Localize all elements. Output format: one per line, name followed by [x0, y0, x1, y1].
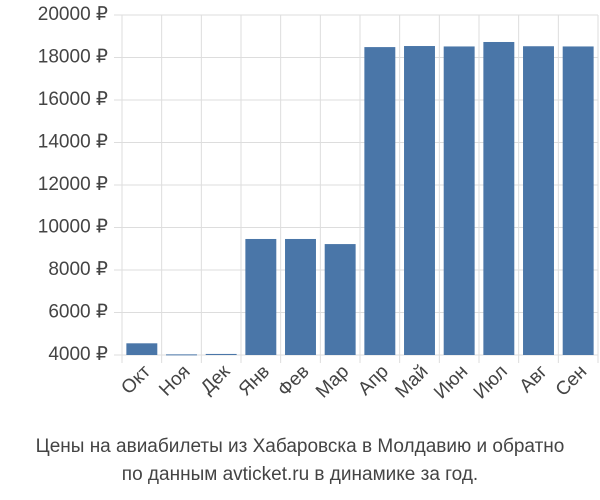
y-tick-label: 20000 ₽ — [38, 4, 108, 25]
y-tick-label: 8000 ₽ — [48, 259, 108, 280]
x-tick-label: Апр — [354, 361, 393, 400]
x-tick-label: Авг — [516, 361, 552, 397]
bar — [404, 46, 435, 356]
chart-title: по данным avticket.ru в динамике за год. — [122, 464, 478, 485]
x-tick-label: Фев — [274, 361, 314, 401]
x-tick-label: Янв — [235, 361, 274, 400]
bar — [443, 46, 475, 355]
x-tick-label: Сен — [552, 361, 591, 400]
y-tick-label: 12000 ₽ — [38, 174, 108, 195]
bar — [562, 46, 594, 355]
x-tick-label: Ноя — [155, 361, 194, 400]
x-tick-label: Июн — [430, 361, 472, 403]
y-tick-label: 4000 ₽ — [48, 344, 108, 365]
x-tick-label: Июл — [470, 361, 512, 403]
y-tick-label: 10000 ₽ — [38, 217, 108, 238]
x-tick-label: Мар — [312, 361, 353, 402]
y-tick-label: 16000 ₽ — [38, 89, 108, 110]
bar — [126, 343, 158, 355]
bar — [324, 244, 356, 355]
bar — [364, 47, 396, 356]
x-tick-label: Дек — [197, 361, 235, 399]
bar — [285, 238, 316, 355]
x-tick-label: Окт — [117, 361, 155, 399]
bar — [205, 353, 237, 355]
y-tick-label: 14000 ₽ — [38, 132, 108, 153]
bar — [483, 41, 515, 356]
bar — [166, 354, 197, 356]
chart-title: Цены на авиабилеты из Хабаровска в Молда… — [36, 436, 565, 457]
x-tick-label: Май — [391, 361, 432, 402]
y-tick-label: 6000 ₽ — [48, 302, 108, 323]
bar — [523, 46, 554, 356]
bar — [245, 238, 277, 355]
y-tick-label: 18000 ₽ — [38, 47, 108, 68]
